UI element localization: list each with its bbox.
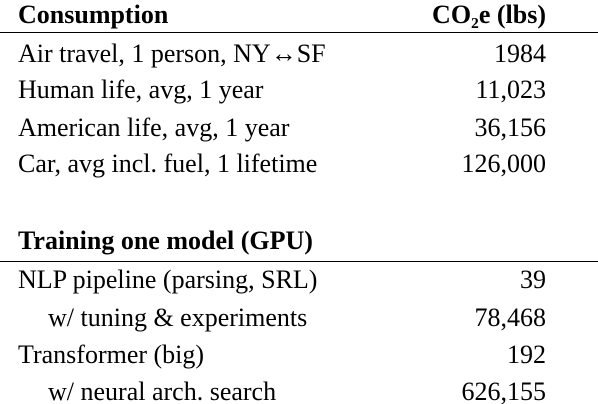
rule <box>0 261 598 262</box>
section-header: Training one model (GPU) <box>18 226 313 255</box>
rule <box>0 32 598 33</box>
row-label: American life, avg, 1 year <box>18 113 290 142</box>
row-value: 626,155 <box>461 377 547 404</box>
row-value: 78,468 <box>474 303 547 332</box>
row-label: w/ neural arch. search <box>48 377 277 404</box>
row-label: w/ tuning & experiments <box>48 303 308 332</box>
section-header: Consumption <box>18 0 169 29</box>
column-header: CO₂e (lbs) <box>432 0 546 29</box>
row-label: NLP pipeline (parsing, SRL) <box>18 265 318 294</box>
row-value: 192 <box>507 340 546 369</box>
row-label: Air travel, 1 person, NY↔SF <box>18 39 326 68</box>
row-value: 1984 <box>494 39 546 68</box>
row-value: 11,023 <box>475 75 546 104</box>
row-label: Human life, avg, 1 year <box>18 75 264 104</box>
row-value: 126,000 <box>461 149 547 178</box>
row-label: Transformer (big) <box>18 340 205 369</box>
row-value: 39 <box>520 265 546 294</box>
row-label: Car, avg incl. fuel, 1 lifetime <box>18 149 318 178</box>
row-value: 36,156 <box>474 113 547 142</box>
